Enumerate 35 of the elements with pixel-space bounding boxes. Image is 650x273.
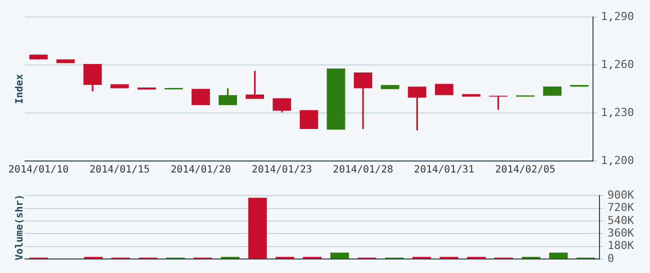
x-tick-label: 2014/01/10: [8, 164, 69, 176]
y-tick-label: 1,230: [600, 106, 634, 119]
candlestick: [489, 96, 508, 110]
x-tick-label: 2014/01/15: [90, 164, 150, 176]
y-tick-label: 540K: [608, 214, 634, 227]
bar: [248, 198, 267, 258]
y-tick-label: 360K: [608, 226, 634, 240]
y-tick-label: 1,290: [600, 10, 634, 23]
x-tick-label: 2014/01/28: [332, 164, 394, 176]
y-tick-label: 1,260: [600, 58, 634, 71]
x-tick-label: 2014/01/20: [170, 164, 231, 176]
y-axis-title: Volume(shr): [14, 194, 26, 260]
x-tick-label: 2014/01/23: [252, 164, 312, 176]
bar: [330, 252, 349, 258]
candlestick: [29, 54, 48, 60]
candlestick: [326, 68, 346, 130]
x-tick-label: 2014/02/05: [495, 164, 556, 176]
x-tick-label: 2014/01/31: [414, 164, 474, 176]
candlestick: [272, 98, 292, 112]
candlestick: [218, 88, 238, 106]
y-tick-label: 180K: [608, 239, 634, 252]
candlestick: [110, 84, 129, 88]
candlestick: [83, 64, 102, 92]
y-tick-label: 720K: [608, 201, 634, 214]
candlestick: [543, 86, 562, 96]
y-tick-label: 900K: [608, 188, 634, 202]
y-axis-title: Index: [14, 74, 26, 104]
candlestick: [300, 110, 318, 129]
candlestick: [408, 86, 426, 130]
y-tick-label: 1,200: [600, 154, 634, 167]
y-tick-label: 0: [608, 252, 614, 265]
candlestick: [434, 84, 454, 96]
candlestick: [192, 88, 210, 106]
bar: [549, 252, 568, 258]
candlestick: [246, 70, 264, 99]
